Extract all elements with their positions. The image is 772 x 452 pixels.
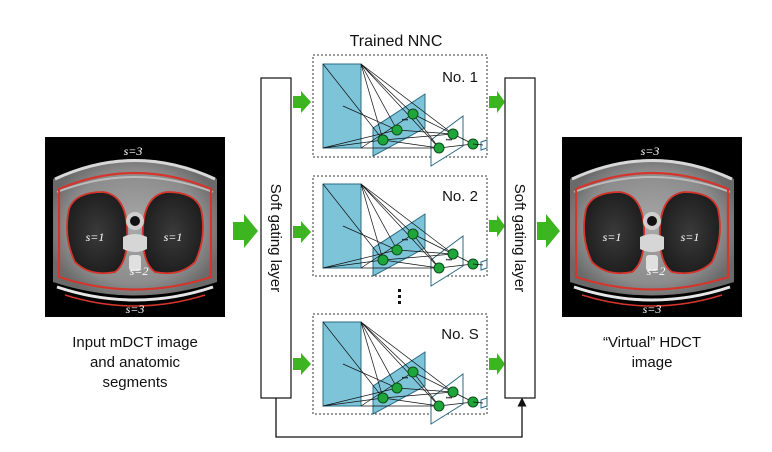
network-box-1: No. 1 bbox=[312, 54, 488, 167]
arrow-network-2-to-gating bbox=[489, 215, 505, 237]
output-segment-label-s3-bottom: s=3 bbox=[643, 302, 662, 316]
soft-gating-layer-right bbox=[504, 77, 536, 399]
output-segment-label-s3-top: s=3 bbox=[641, 144, 660, 158]
soft-gating-layer-right-label: Soft gating layer bbox=[511, 184, 528, 292]
output-caption-line-2: image bbox=[632, 354, 673, 371]
input-caption-line-3: segments bbox=[102, 374, 167, 391]
network-box-1-label: No. 1 bbox=[442, 69, 478, 86]
output-segment-label-s1-right: s=1 bbox=[681, 230, 700, 244]
node-ellipsis-2-2: ••• bbox=[446, 258, 452, 264]
network-box-s-label: No. S bbox=[441, 326, 479, 343]
input-caption: Input mDCT image and anatomic segments bbox=[72, 334, 198, 391]
arrow-gating-to-network-s bbox=[293, 353, 311, 375]
output-segment-label-s2: s=2 bbox=[647, 264, 666, 278]
soft-gating-layer-left-label: Soft gating layer bbox=[267, 184, 284, 292]
output-caption-line-1: “Virtual” HDCT bbox=[603, 334, 701, 351]
output-caption: “Virtual” HDCT image bbox=[603, 334, 701, 371]
input-caption-line-1: Input mDCT image bbox=[72, 334, 198, 351]
network-box-s: No. S bbox=[312, 313, 488, 425]
green-arrows bbox=[233, 91, 560, 375]
network-box-2-label: No. 2 bbox=[442, 188, 478, 205]
output-segment-label-s1-left: s=1 bbox=[603, 230, 622, 244]
input-ct-image: s=3 s=1 s=1 s=2 s=3 bbox=[43, 135, 227, 319]
node-ellipsis-1-2: ••• bbox=[446, 138, 452, 144]
arrow-gating-to-network-2 bbox=[293, 221, 311, 243]
bypass-connection bbox=[275, 397, 527, 438]
node-ellipsis-2-1: ••• bbox=[402, 238, 408, 244]
network-ellipsis bbox=[398, 289, 401, 304]
segment-label-s3-top: s=3 bbox=[124, 144, 143, 158]
arrow-gating-to-output bbox=[537, 214, 560, 248]
arrow-gating-to-network-1 bbox=[293, 91, 311, 113]
input-caption-line-2: and anatomic bbox=[90, 354, 181, 371]
node-ellipsis-1-1: ••• bbox=[402, 118, 408, 124]
arrow-network-1-to-gating bbox=[489, 91, 505, 113]
soft-gating-layer-left bbox=[260, 77, 292, 399]
arrow-network-s-to-gating bbox=[489, 353, 505, 375]
segment-label-s1-right: s=1 bbox=[164, 230, 183, 244]
node-ellipsis-3-1: ••• bbox=[402, 376, 408, 382]
segment-label-s1-left: s=1 bbox=[86, 230, 105, 244]
segment-label-s3-bottom: s=3 bbox=[126, 302, 145, 316]
segment-label-s2: s=2 bbox=[130, 264, 149, 278]
node-ellipsis-3-2: ••• bbox=[446, 396, 452, 402]
network-box-2: No. 2 bbox=[312, 175, 488, 287]
output-ct-image: s=3 s=1 s=1 s=2 s=3 bbox=[560, 135, 744, 319]
diagram-title: Trained NNC bbox=[350, 33, 443, 50]
arrow-input-to-gating bbox=[233, 214, 258, 248]
